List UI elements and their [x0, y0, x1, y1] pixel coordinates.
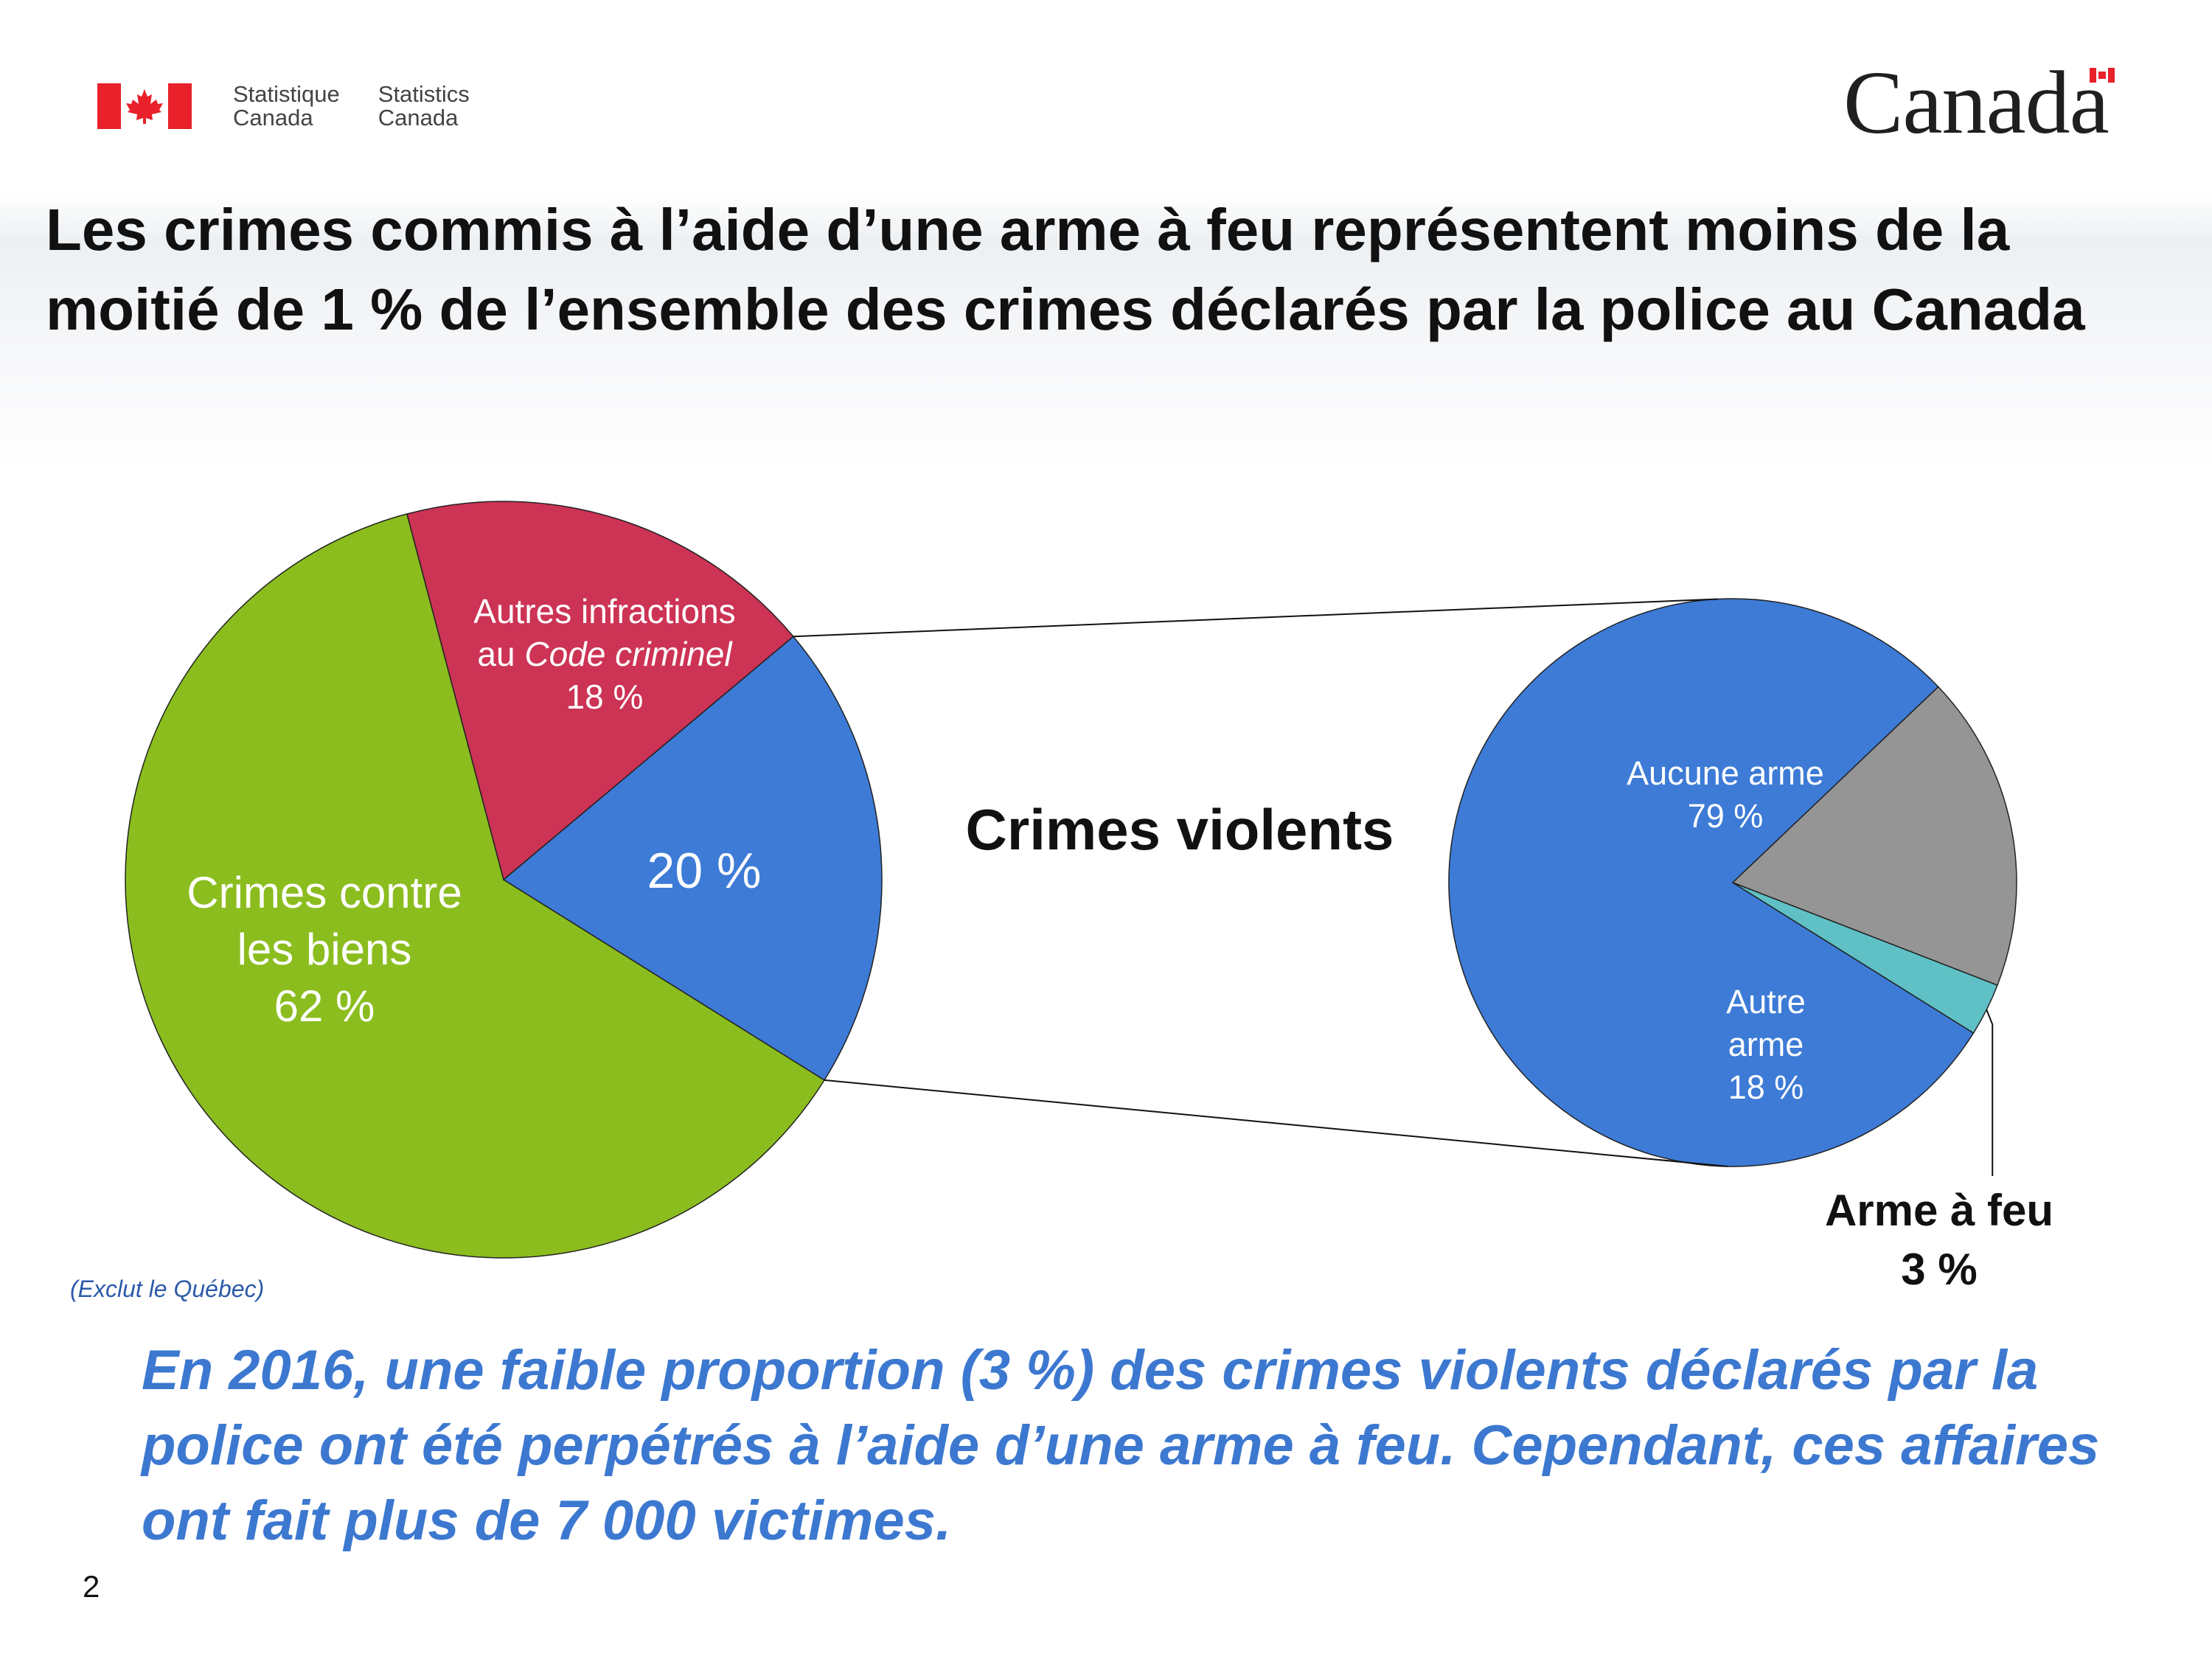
- stat-en-line2: Canada: [378, 105, 459, 131]
- violent-crime-heading: Crimes violents: [965, 797, 1394, 862]
- pie-violent-slice-2: [1732, 882, 1998, 1034]
- violent-crime-pie: [1448, 598, 2017, 1167]
- wordmark-flag-icon: [2090, 68, 2115, 83]
- connector-top: [793, 598, 1718, 638]
- stat-fr-line1: Statistique: [233, 81, 340, 107]
- canada-flag-icon: [97, 83, 192, 129]
- connector-lines: [793, 598, 1994, 1176]
- footnote-excludes-quebec: (Exclut le Québec): [70, 1276, 265, 1302]
- slice-label-no-weapon: Aucune arme 79 %: [1627, 754, 1824, 835]
- stat-en-line1: Statistics: [378, 81, 470, 107]
- connector-bottom: [824, 1079, 1728, 1167]
- pie-violent-slice-1: [1731, 686, 2017, 987]
- main-pie: [125, 501, 883, 1259]
- slice-label-other-weapon: Autre arme 18 %: [1726, 983, 1806, 1106]
- firearm-leader-line: [1986, 1009, 1994, 1176]
- key-statement: En 2016, une faible proportion (3 %) des…: [142, 1339, 2100, 1552]
- slide-title: Les crimes commis à l’aide d’une arme à …: [46, 197, 2085, 342]
- slice-label-firearm: Arme à feu 3 %: [1824, 1186, 2054, 1294]
- slice-label-property-crime: Crimes contre les biens 62 %: [187, 868, 462, 1031]
- pie-main-slice-2: [502, 636, 883, 1081]
- statcan-logo: Statistique Canada Statistics Canada: [97, 83, 508, 130]
- header-band: [0, 192, 2212, 472]
- pie-violent-slice-0: [1448, 598, 1975, 1167]
- slice-label-violent: 20 %: [647, 843, 762, 899]
- pie-main-slice-0: [125, 513, 826, 1259]
- canada-wordmark: Canada: [1843, 53, 2110, 153]
- page-number: 2: [83, 1569, 100, 1604]
- slice-label-other-criminal-code: Autres infractions au Code criminel 18 %: [473, 592, 736, 716]
- stat-fr-line2: Canada: [233, 105, 313, 131]
- pie-main-slice-1: [406, 501, 795, 881]
